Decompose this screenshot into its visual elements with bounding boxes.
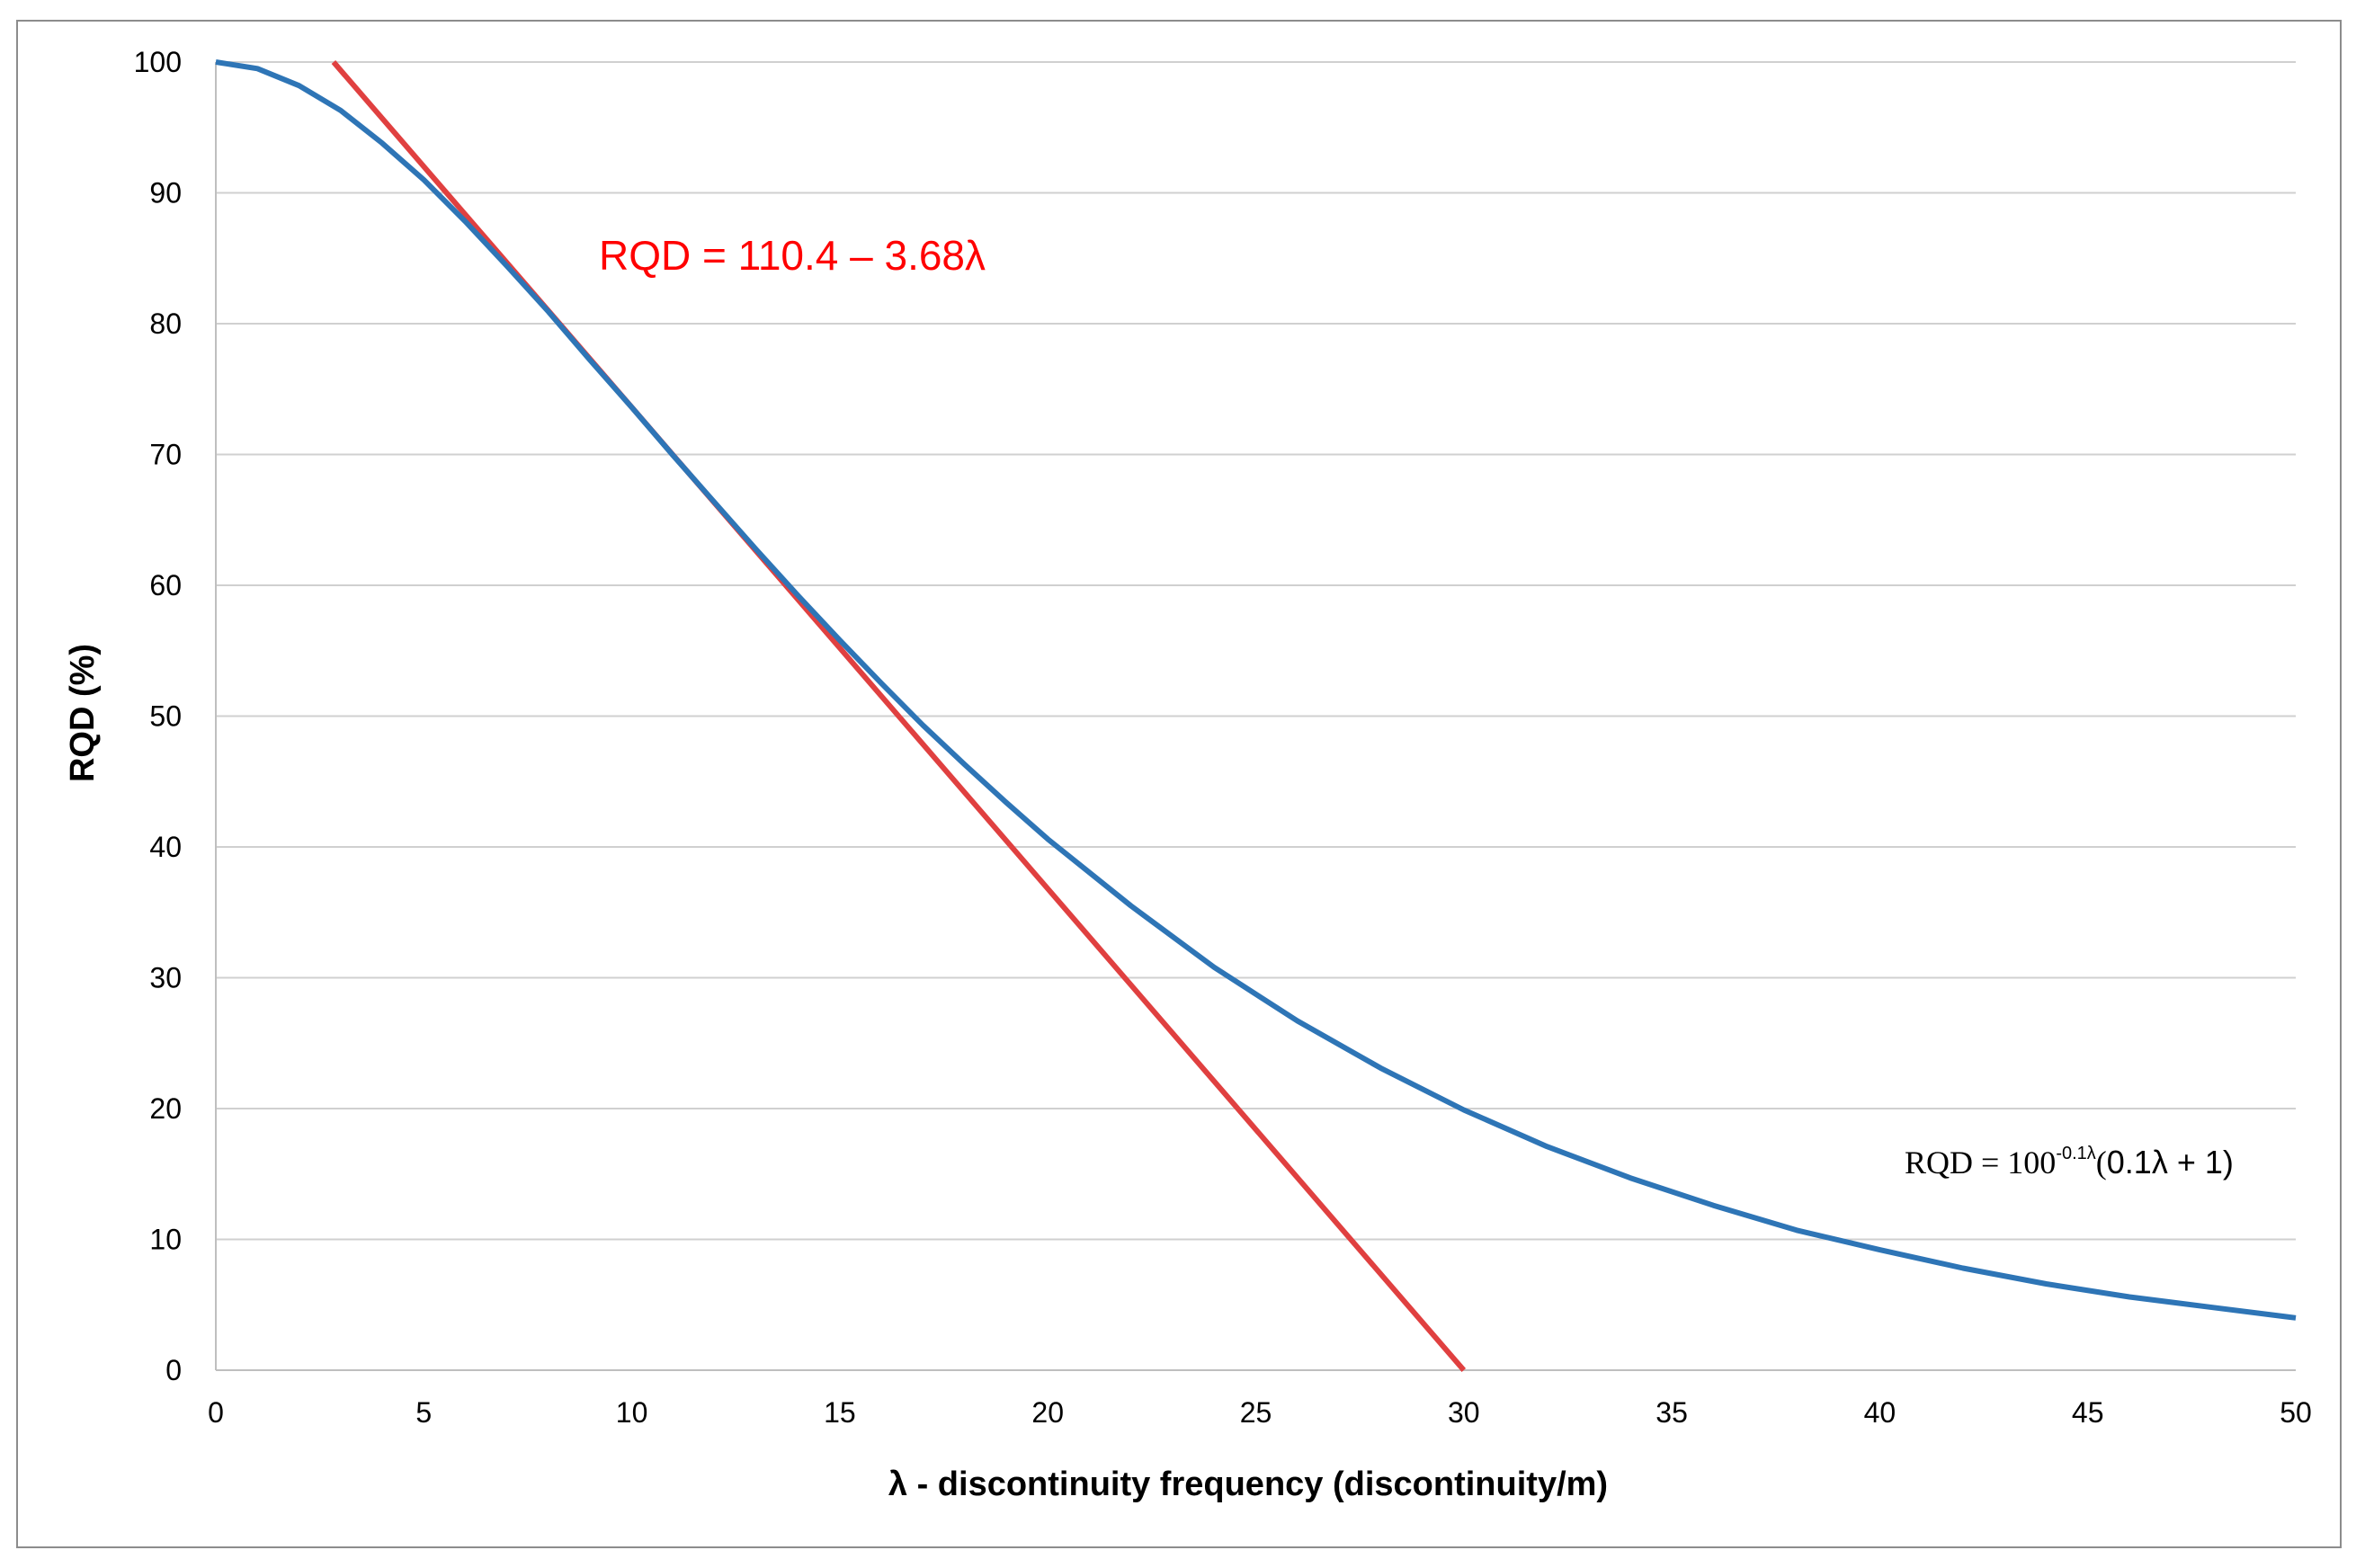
- y-tick-80: 80: [149, 307, 182, 340]
- x-tick-10: 10: [616, 1396, 648, 1429]
- x-tick-25: 25: [1240, 1396, 1272, 1429]
- y-tick-40: 40: [149, 831, 182, 863]
- exp-equation-prefix: RQD = 100: [1905, 1145, 2056, 1180]
- x-axis-title: λ - discontinuity frequency (discontinui…: [888, 1466, 1608, 1503]
- chart-frame: [16, 20, 2342, 1548]
- axes: [215, 62, 2296, 1371]
- exp-equation-body: 0.1λ + 1): [2107, 1144, 2234, 1180]
- x-tick-40: 40: [1864, 1396, 1896, 1429]
- y-tick-60: 60: [149, 569, 182, 601]
- exponential-rqd-curve: [215, 59, 2297, 1321]
- x-tick-35: 35: [1656, 1396, 1688, 1429]
- x-tick-30: 30: [1448, 1396, 1480, 1429]
- x-tick-20: 20: [1031, 1396, 1064, 1429]
- y-tick-30: 30: [149, 962, 182, 994]
- linear-equation-label: RQD = 110.4 – 3.68λ: [599, 232, 986, 279]
- gridlines: [216, 61, 2296, 1241]
- x-tick-15: 15: [824, 1396, 856, 1429]
- x-tick-labels: 0 5 10 15 20 25 30 35 40 45 50: [208, 1396, 2312, 1429]
- exp-equation-exponent: -0.1λ: [2056, 1144, 2095, 1163]
- x-tick-50: 50: [2280, 1396, 2312, 1429]
- x-tick-0: 0: [208, 1396, 224, 1429]
- y-tick-90: 90: [149, 177, 182, 209]
- x-tick-45: 45: [2072, 1396, 2104, 1429]
- y-axis-title: RQD (%): [64, 644, 102, 782]
- y-tick-0: 0: [165, 1354, 182, 1386]
- y-tick-20: 20: [149, 1092, 182, 1125]
- y-tick-50: 50: [149, 700, 182, 733]
- y-tick-labels: 0 10 20 30 40 50 60 70 80 90 100: [134, 46, 182, 1386]
- exp-equation-open-paren: (: [2096, 1145, 2107, 1180]
- y-tick-10: 10: [149, 1224, 182, 1256]
- series-lines: [215, 59, 2297, 1372]
- y-tick-100: 100: [134, 46, 182, 78]
- exponential-equation-label: RQD = 100-0.1λ(0.1λ + 1): [1905, 1144, 2234, 1180]
- x-tick-5: 5: [415, 1396, 432, 1429]
- y-tick-70: 70: [149, 439, 182, 471]
